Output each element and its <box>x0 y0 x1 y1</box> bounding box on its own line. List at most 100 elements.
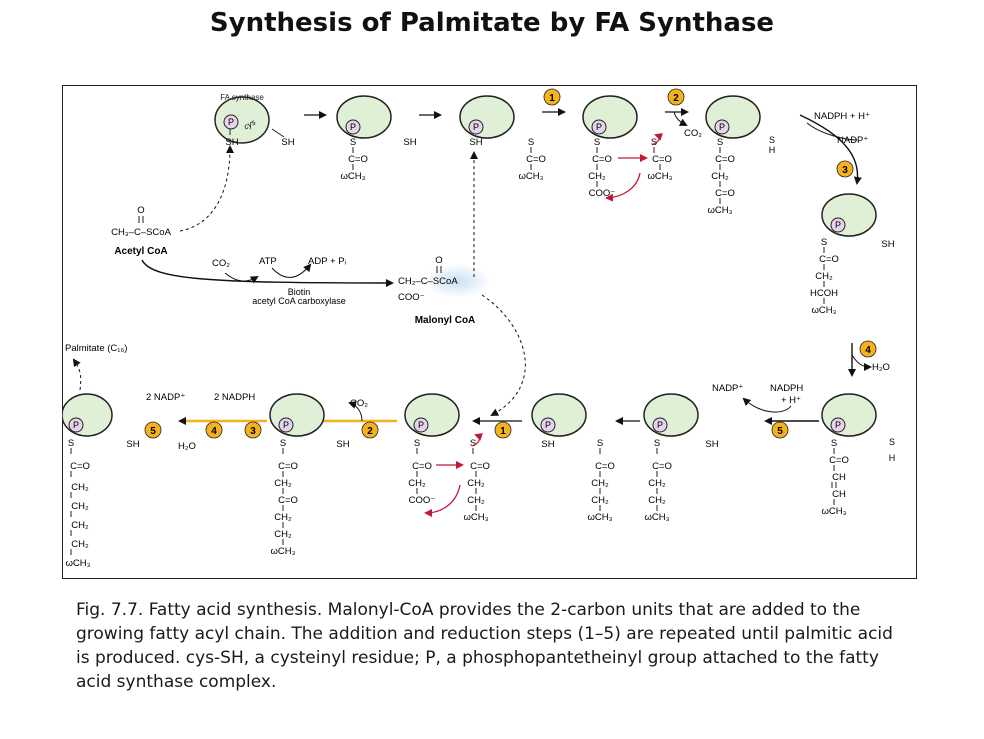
svg-text:CH₂: CH₂ <box>71 482 89 493</box>
svg-text:C=O: C=O <box>652 461 672 472</box>
svg-text:C=O: C=O <box>715 154 735 165</box>
enzyme-ellipse <box>821 393 877 437</box>
svg-text:CH: CH <box>832 472 846 483</box>
p-label: P <box>350 122 356 132</box>
p-badge <box>345 119 361 135</box>
enzyme-hexanoyl: P S C=O CH₂ C=O CH₂ CH₂ ωCH₃ <box>269 393 325 557</box>
svg-text:ωCH₃: ωCH₃ <box>518 171 543 182</box>
svg-text:ωCH₃: ωCH₃ <box>707 205 732 216</box>
svg-text:4: 4 <box>211 426 217 437</box>
svg-text:+ H⁺: + H⁺ <box>781 395 801 406</box>
enzyme-ellipse <box>821 193 877 237</box>
enzyme-hydroxyacyl: P S C=O CH₂ HCOH ωCH₃ SH <box>810 193 895 316</box>
svg-text:NADP⁺: NADP⁺ <box>837 135 868 146</box>
svg-text:ωCH₃: ωCH₃ <box>821 506 846 517</box>
svg-text:S: S <box>68 438 74 449</box>
p-badge <box>830 417 846 433</box>
p-badge <box>830 217 846 233</box>
repeat-reduction: 2 NADP⁺ 2 NADPH 3 4 5 H₂O SH <box>126 392 267 452</box>
svg-text:CH₂: CH₂ <box>71 520 89 531</box>
svg-text:CH₂: CH₂ <box>648 478 666 489</box>
enzyme-acyl-transferred: P SH S C=O ωCH₃ <box>459 95 546 182</box>
svg-text:CH₂: CH₂ <box>815 271 833 282</box>
figure-frame <box>62 85 917 579</box>
sh-label: SH <box>336 439 349 450</box>
enzyme-ketoacyl: P S C=O CH₂ C=O ωCH₃ S H <box>705 95 775 216</box>
svg-text:5: 5 <box>150 426 156 437</box>
svg-text:C=O: C=O <box>278 495 298 506</box>
svg-text:ωCH₃: ωCH₃ <box>65 558 90 569</box>
svg-text:CH₂: CH₂ <box>711 171 729 182</box>
svg-text:ωCH₃: ωCH₃ <box>463 512 488 523</box>
svg-text:C=O: C=O <box>595 461 615 472</box>
sh-label: SH <box>126 439 139 450</box>
dashed-path <box>179 145 234 232</box>
release-arrow <box>605 172 641 202</box>
svg-text:4: 4 <box>865 345 871 356</box>
svg-text:CH₂: CH₂ <box>408 478 426 489</box>
dehydration-step: 4 H₂O <box>848 340 890 377</box>
svg-text:H₂O: H₂O <box>872 362 890 373</box>
p-label: P <box>835 220 841 230</box>
enzyme-ellipse <box>404 393 460 437</box>
svg-text:S: S <box>717 137 723 148</box>
svg-text:ωCH₃: ωCH₃ <box>644 512 669 523</box>
p-badge <box>278 417 294 433</box>
svg-text:CH₂: CH₂ <box>467 495 485 506</box>
release-arrow <box>424 484 461 517</box>
enzyme-final-acyl: P S C=O CH₂ CH₂ CH₂ CH₂ ωCH₃ <box>62 393 113 569</box>
dashed-path <box>481 294 526 416</box>
sh-label: SH <box>881 239 894 250</box>
s-label: S <box>528 137 534 148</box>
p-label: P <box>835 420 841 430</box>
release-arrow <box>471 433 483 447</box>
svg-text:CO₂: CO₂ <box>350 398 368 409</box>
palmitate-label: Palmitate (C₁₆) <box>65 343 127 354</box>
enzyme-fa-synthase: FA synthase P cys SH SH <box>214 93 295 148</box>
enzyme-ellipse <box>531 393 587 437</box>
nadph-reduction-2: NADP⁺ NADPH + H⁺ 5 <box>712 383 819 439</box>
repeat-steps: 2 CO₂ SH <box>310 398 397 450</box>
svg-text:C=O: C=O <box>819 254 839 265</box>
svg-text:S: S <box>889 437 895 447</box>
svg-text:ωCH₃: ωCH₃ <box>811 305 836 316</box>
svg-text:CH₂: CH₂ <box>467 478 485 489</box>
p-label: P <box>283 420 289 430</box>
p-badge <box>68 417 84 433</box>
svg-text:C=O: C=O <box>526 154 546 165</box>
malonyl-formula: CH₂–C–SCoA <box>398 276 458 287</box>
p-label: P <box>719 122 725 132</box>
p-badge <box>652 417 668 433</box>
release-arrow <box>651 133 663 146</box>
p-label: P <box>473 122 479 132</box>
p-label: P <box>657 420 663 430</box>
svg-text:2: 2 <box>367 426 373 437</box>
svg-text:CH₂: CH₂ <box>274 512 292 523</box>
slide-title: Synthesis of Palmitate by FA Synthase <box>209 8 775 38</box>
svg-text:2 NADP⁺: 2 NADP⁺ <box>146 392 185 403</box>
svg-text:ωCH₃: ωCH₃ <box>647 171 672 182</box>
sh-label: SH <box>403 137 416 148</box>
svg-text:C=O: C=O <box>70 461 90 472</box>
enzyme-ellipse <box>705 95 761 139</box>
svg-text:CH₂: CH₂ <box>71 539 89 550</box>
acetyl-coa: O CH₃–C–SCoA Acetyl CoA <box>111 145 394 287</box>
enzyme-ellipse <box>582 95 638 139</box>
svg-text:S: S <box>651 137 657 148</box>
svg-text:C=O: C=O <box>278 461 298 472</box>
enzyme-butyryl-transferred: P SH S C=O CH₂ CH₂ ωCH₃ <box>531 393 615 523</box>
enzyme-ellipse <box>62 393 113 437</box>
malonyl-coa: O CH₂–C–SCoA COO⁻ Malonyl CoA <box>398 151 526 416</box>
svg-text:ωCH₃: ωCH₃ <box>270 546 295 557</box>
enzyme-ellipse <box>214 96 270 144</box>
p-badge <box>468 119 484 135</box>
p-badge <box>223 114 239 130</box>
svg-text:CH₂: CH₂ <box>588 171 606 182</box>
p-badge <box>540 417 556 433</box>
svg-text:H: H <box>889 453 896 463</box>
svg-text:CH₂: CH₂ <box>274 529 292 540</box>
svg-text:ωCH₃: ωCH₃ <box>587 512 612 523</box>
svg-text:3: 3 <box>842 165 848 176</box>
svg-text:COO⁻: COO⁻ <box>398 292 425 303</box>
svg-text:5: 5 <box>777 426 783 437</box>
